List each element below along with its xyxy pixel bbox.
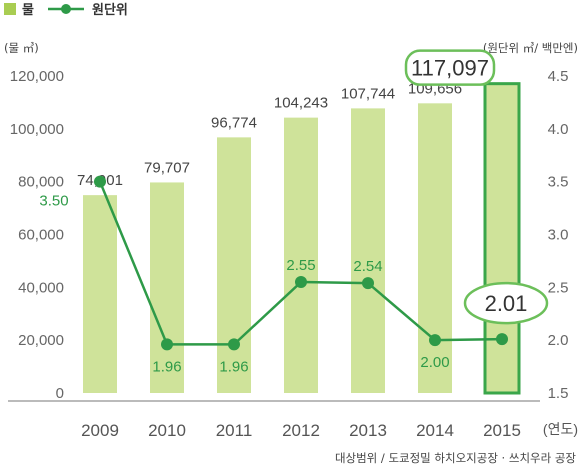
left-tick-label: 40,000 <box>18 279 64 296</box>
bar-value-label: 79,707 <box>144 159 190 176</box>
bar <box>483 82 521 395</box>
left-tick-label: 60,000 <box>18 227 64 244</box>
line-value-label: 3.50 <box>39 193 68 210</box>
bar <box>351 108 385 393</box>
x-tick-label: 2014 <box>416 421 454 440</box>
line-value-label: 2.00 <box>420 354 449 371</box>
line-value-label: 2.55 <box>286 257 315 274</box>
left-tick-label: 80,000 <box>18 174 64 191</box>
right-tick-label: 3.5 <box>548 174 569 191</box>
bar-value-label: 96,774 <box>211 114 257 131</box>
line-point <box>228 338 240 351</box>
right-tick-label: 3.0 <box>548 227 569 244</box>
x-tick-label: 2009 <box>81 421 119 440</box>
left-tick-label: 100,000 <box>10 121 64 138</box>
bar <box>418 103 452 393</box>
line-point <box>496 333 508 346</box>
bar-series <box>83 82 521 395</box>
left-tick-label: 20,000 <box>18 332 64 349</box>
line-point <box>429 334 441 347</box>
right-axis-unit: (원단위 ㎥/ 백만엔) <box>483 41 578 55</box>
line-series <box>94 175 508 351</box>
line-point <box>94 175 106 188</box>
bar <box>217 137 251 393</box>
bar <box>284 117 318 393</box>
line-value-labels: 3.50 1.96 1.96 2.55 2.54 2.00 2.01 <box>39 193 549 375</box>
right-tick-label: 4.0 <box>548 121 569 138</box>
x-tick-label: 2012 <box>282 421 320 440</box>
legend-bar-swatch <box>4 3 16 15</box>
legend: 물 원단위 <box>4 2 128 18</box>
legend-bar-label: 물 <box>22 3 34 18</box>
left-axis-ticks: 0 20,000 40,000 60,000 80,000 100,000 120,000 <box>10 68 64 402</box>
bar-value-callout <box>404 49 496 86</box>
right-tick-label: 2.0 <box>548 332 569 349</box>
legend-line-label: 원단위 <box>92 2 128 18</box>
x-tick-label: 2011 <box>216 421 253 440</box>
left-tick-label: 120,000 <box>10 68 64 85</box>
x-axis-unit: (연도) <box>543 421 578 437</box>
bar <box>83 195 117 393</box>
left-tick-label: 0 <box>56 385 64 402</box>
bar <box>150 182 184 393</box>
line-value-label: 2.54 <box>353 258 382 275</box>
x-axis-ticks: 2009 2010 2011 2012 2013 2014 2015 <box>81 421 521 440</box>
legend-line-marker <box>61 4 71 14</box>
line-value-callout <box>463 281 549 325</box>
right-tick-label: 2.5 <box>548 279 569 296</box>
line-value-label: 1.96 <box>219 358 248 375</box>
right-axis-ticks: 1.5 2.0 2.5 3.0 3.5 4.0 4.5 <box>548 68 569 402</box>
x-tick-label: 2010 <box>148 421 186 440</box>
bar-value-label: 104,243 <box>274 95 328 112</box>
left-axis-unit: (물 ㎥) <box>4 41 39 55</box>
right-tick-label: 1.5 <box>548 385 569 402</box>
line-point <box>362 277 374 290</box>
bar-value-label: 107,744 <box>341 85 395 102</box>
x-tick-label: 2015 <box>483 421 521 440</box>
right-tick-label: 4.5 <box>548 68 569 85</box>
x-tick-label: 2013 <box>349 421 387 440</box>
line-point <box>295 276 307 289</box>
footnote: 대상범위 / 도쿄정밀 하치오지공장 · 쓰치우라 공장 <box>335 451 576 465</box>
line-value-label: 2.01 <box>485 291 528 316</box>
line-value-label: 1.96 <box>152 358 181 375</box>
bar-value-label: 117,097 <box>411 56 489 81</box>
line-point <box>161 338 173 351</box>
